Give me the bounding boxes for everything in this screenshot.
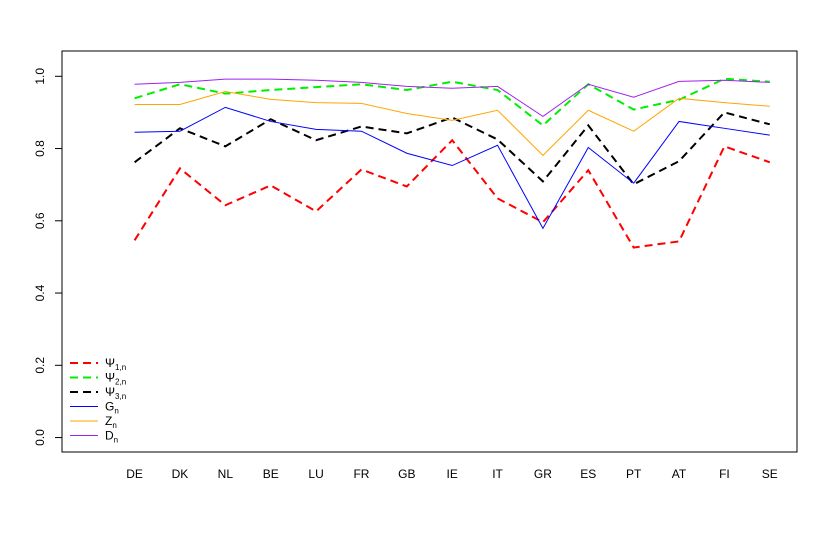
y-tick-label: 1.0 xyxy=(33,68,47,85)
legend-label: Ψ2,n xyxy=(105,371,126,387)
x-tick-label: GR xyxy=(534,467,552,481)
series-line xyxy=(134,106,770,230)
legend-label: Ψ3,n xyxy=(105,385,126,401)
x-tick-label: SE xyxy=(762,467,778,481)
x-tick-label: IE xyxy=(447,467,458,481)
y-tick-label: 0.0 xyxy=(33,429,47,446)
x-tick-label: GB xyxy=(398,467,415,481)
x-tick-label: FR xyxy=(353,467,369,481)
y-tick-label: 0.8 xyxy=(33,140,47,157)
series-line xyxy=(134,77,770,127)
y-tick-label: 0.6 xyxy=(33,212,47,229)
series-line xyxy=(133,138,771,249)
x-tick-label: NL xyxy=(218,467,234,481)
x-tick-label: AT xyxy=(672,467,687,481)
x-tick-label: PT xyxy=(626,467,642,481)
legend-label: Dn xyxy=(105,429,118,445)
x-tick-label: DE xyxy=(126,467,143,481)
x-tick-label: BE xyxy=(263,467,279,481)
legend-label: Zn xyxy=(105,414,117,430)
y-tick-label: 0.4 xyxy=(33,284,47,301)
x-tick-label: DK xyxy=(172,467,189,481)
x-tick-label: IT xyxy=(492,467,503,481)
series-line xyxy=(133,111,771,186)
x-tick-label: LU xyxy=(308,467,323,481)
y-tick-label: 0.2 xyxy=(33,357,47,374)
legend-label: Gn xyxy=(105,400,119,416)
x-tick-label: FI xyxy=(719,467,730,481)
x-tick-label: ES xyxy=(580,467,596,481)
plot-box xyxy=(61,50,798,453)
series-line xyxy=(134,90,770,157)
series-line xyxy=(134,78,770,117)
legend-label: Ψ1,n xyxy=(105,356,126,372)
